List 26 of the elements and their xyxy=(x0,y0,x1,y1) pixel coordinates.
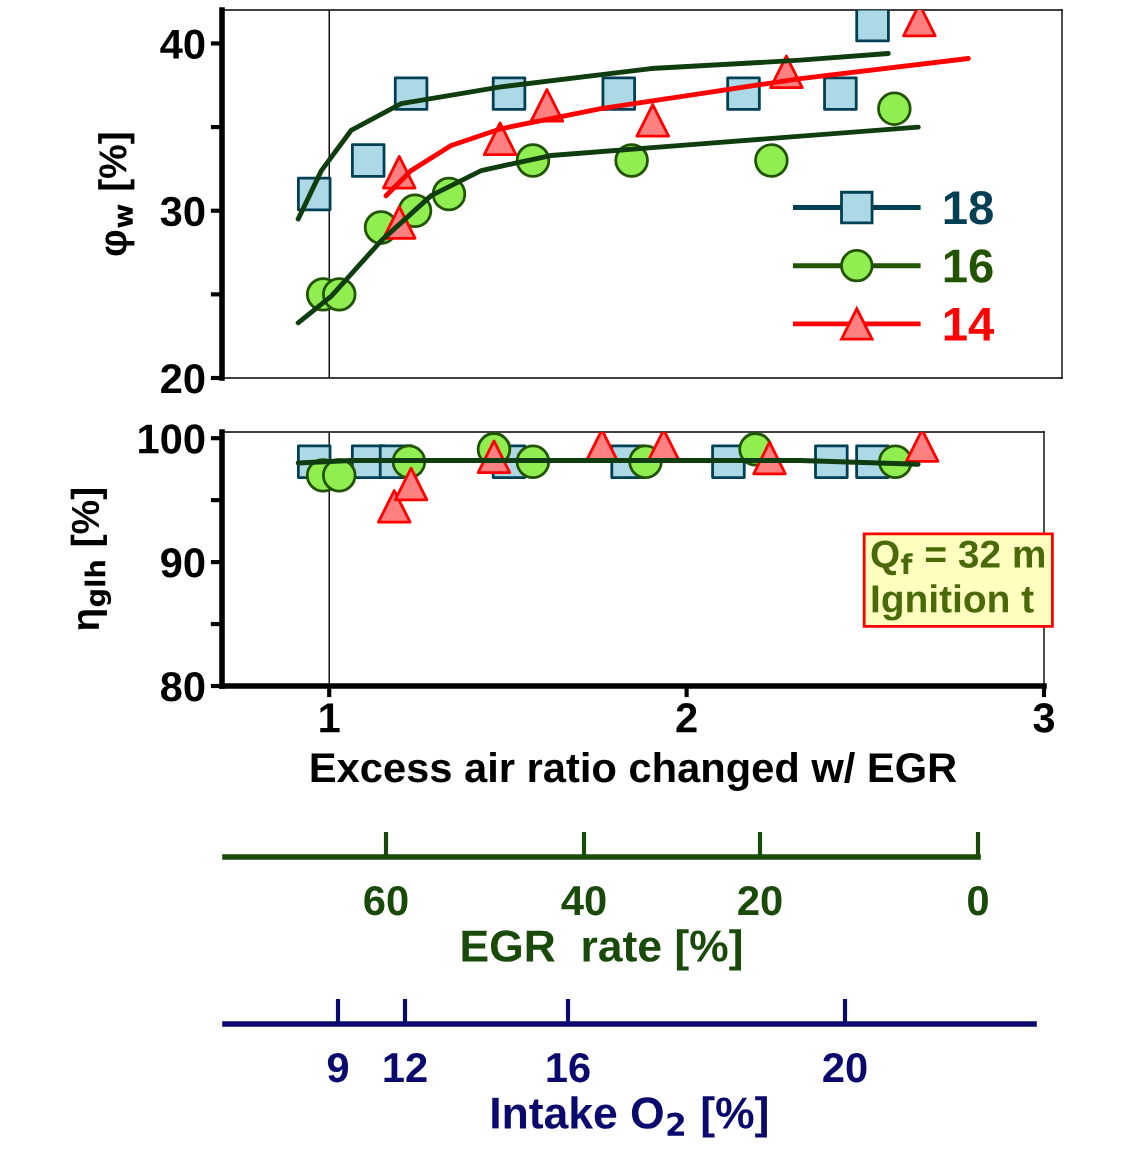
text: 0 xyxy=(968,885,988,916)
y-axis-title: φ$_{w}$ [%] xyxy=(98,133,135,256)
y-axis-title: η$_{glh}$ [%] xyxy=(70,489,112,630)
legend-label: 14 xyxy=(944,307,995,341)
y-tick-label: 90 xyxy=(161,548,205,578)
text: 12 xyxy=(384,1052,427,1082)
annotation: Q$_{f}$ = 32 m Ignition t xyxy=(871,540,1045,621)
text: Intake O$_{2}$ [%] xyxy=(492,1096,767,1138)
y-tick-label: 30 xyxy=(160,196,205,227)
text: 40 xyxy=(561,885,606,916)
text: 20 xyxy=(738,885,782,916)
x-tick-label: 3 xyxy=(1033,703,1055,733)
x-tick-label: 2 xyxy=(676,703,697,733)
y-tick-label: 100 xyxy=(139,424,205,454)
y-tick-label: 40 xyxy=(160,29,205,59)
text: 9 xyxy=(327,1052,349,1083)
y-tick-label: 20 xyxy=(161,364,205,394)
text: 60 xyxy=(364,885,408,916)
x-tick-label: 1 xyxy=(320,703,340,733)
legend-label: 18 xyxy=(944,191,993,225)
text: 20 xyxy=(823,1052,867,1083)
legend-label: 16 xyxy=(944,249,993,283)
text: 16 xyxy=(547,1052,590,1083)
x-axis-title: Excess air ratio changed w/ EGR xyxy=(311,751,957,791)
text: EGR rate [%] xyxy=(462,929,742,971)
y-tick-label: 80 xyxy=(161,672,205,702)
